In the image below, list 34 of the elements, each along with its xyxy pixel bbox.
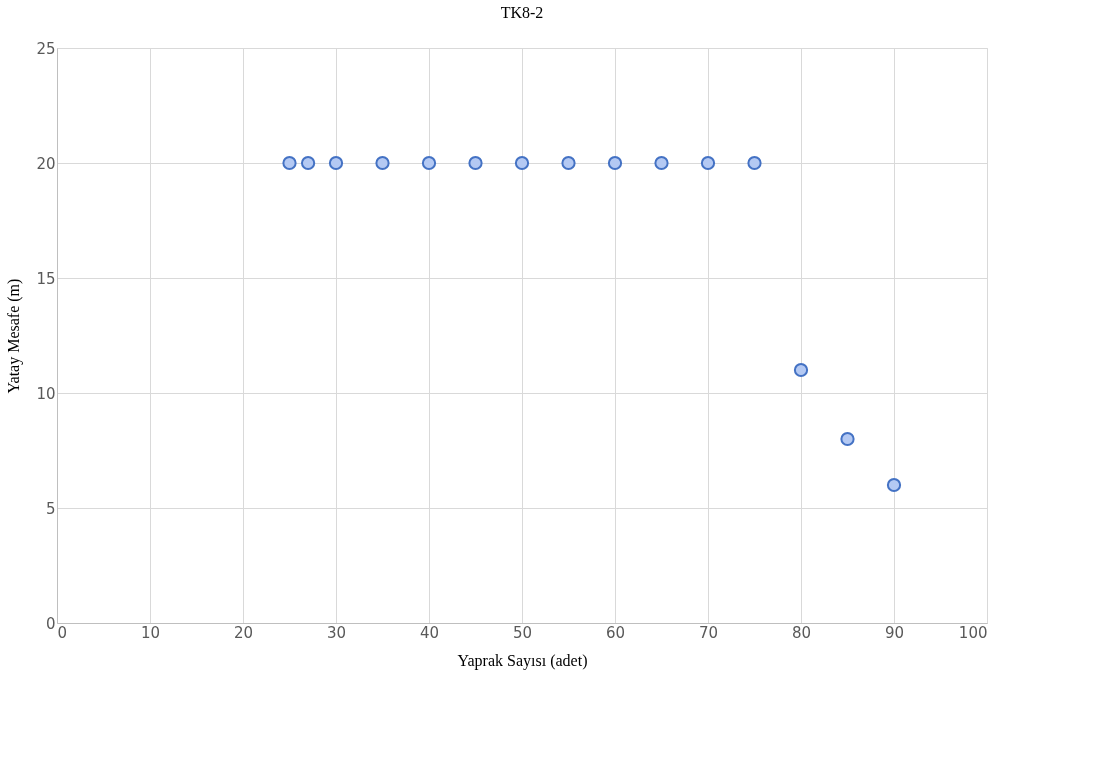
x-tick-label: 0 [57,623,68,642]
x-tick-label: 90 [884,623,905,642]
point [607,155,623,171]
point [375,155,390,171]
y-tick-label: 15 [36,269,56,288]
point [514,155,530,171]
y-tick-label: 20 [36,154,56,173]
point [421,155,437,171]
point [700,155,716,171]
point [468,155,483,171]
point [747,155,762,171]
x-tick-label: 60 [605,623,626,642]
x-tick-label: 50 [512,623,533,642]
x-tick-label: 70 [698,623,719,642]
point [561,155,576,171]
x-tick-label: 20 [233,623,254,642]
point [300,155,316,171]
y-axis-title: Yatay Mesafe (m) [5,278,24,394]
y-tick-label: 10 [36,384,56,403]
point [793,362,809,378]
x-tick-label: 80 [791,623,812,642]
point [840,431,855,447]
point [328,155,344,171]
point [886,477,902,493]
y-tick-label: 25 [36,39,56,58]
x-tick-label: 100 [958,623,988,642]
chart-title: TK8-2 [500,4,544,21]
x-tick-label: 30 [326,623,347,642]
y-tick-label: 5 [45,499,56,518]
point [654,155,669,171]
x-tick-label: 10 [140,623,161,642]
point [282,155,297,171]
x-axis-title: Yaprak Sayısı (adet) [457,651,588,670]
x-tick-label: 40 [419,623,440,642]
